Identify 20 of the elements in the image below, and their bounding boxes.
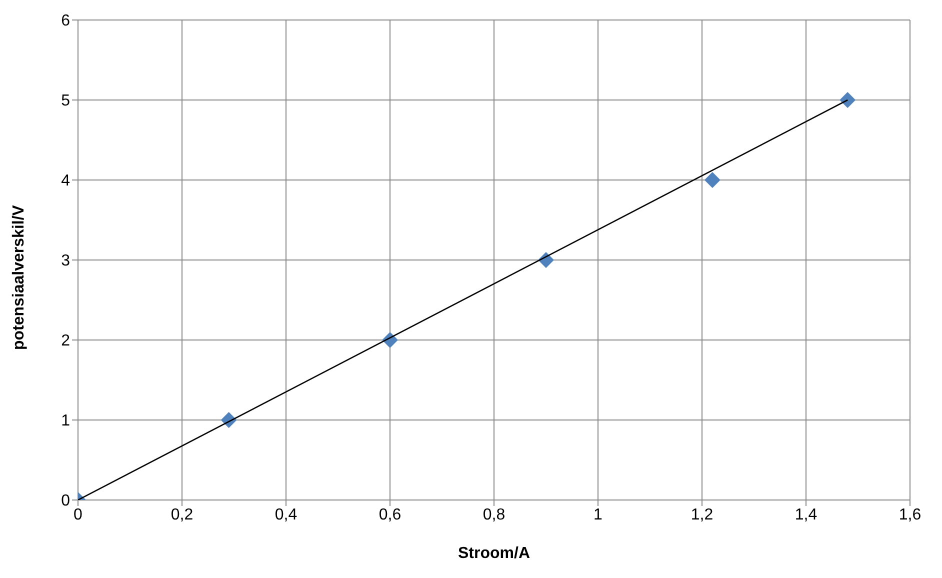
point (704, 172, 720, 188)
x-axis-title: Stroom/A (458, 545, 530, 562)
y-tick-label: 5 (61, 92, 70, 110)
y-tick-label: 6 (61, 12, 70, 30)
y-tick-label: 4 (61, 172, 70, 190)
x-tick-label: 1,2 (690, 506, 714, 524)
x-tick-label: 0,6 (378, 506, 402, 524)
point (840, 92, 856, 108)
x-tick-label: 1,6 (898, 506, 922, 524)
y-tick-label: 0 (61, 492, 70, 510)
y-tick-label: 1 (61, 412, 70, 430)
y-tick-label: 3 (61, 252, 70, 270)
x-tick-label: 0,2 (170, 506, 194, 524)
x-tick-label: 0,8 (482, 506, 506, 524)
x-tick-label: 1 (594, 506, 603, 524)
x-tick-label: 0,4 (274, 506, 298, 524)
x-tick-label: 0 (74, 506, 83, 524)
x-tick-label: 1,4 (794, 506, 818, 524)
y-tick-label: 2 (61, 332, 70, 350)
y-axis-title: potensiaalverskil/V (10, 204, 28, 350)
